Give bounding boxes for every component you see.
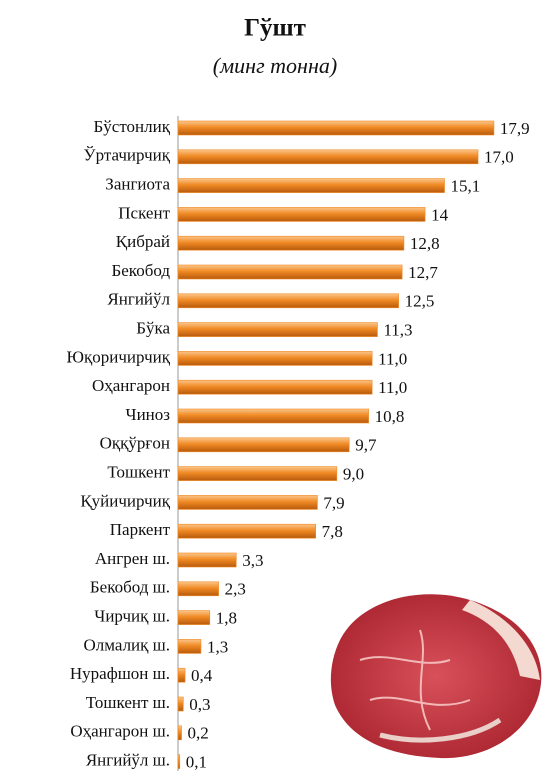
y-tick-label: Юқоричирчиқ <box>67 347 171 366</box>
y-tick-label: Янгийўл <box>107 290 170 309</box>
value-label: 11,0 <box>378 378 407 397</box>
value-label: 1,8 <box>216 609 237 628</box>
value-label: 0,3 <box>189 695 210 714</box>
bar <box>177 293 399 309</box>
bar <box>177 523 316 539</box>
y-tick-label: Тошкент <box>107 463 170 482</box>
y-tick-label: Оҳангарон <box>92 376 170 395</box>
bar <box>177 552 237 568</box>
y-tick-label: Қуйичирчиқ <box>80 491 170 510</box>
value-label: 12,8 <box>410 234 440 253</box>
y-tick-label: Чирчиқ ш. <box>94 607 170 626</box>
value-label: 7,8 <box>322 522 343 541</box>
value-label: 12,7 <box>408 263 438 282</box>
bar <box>177 581 219 597</box>
y-tick-label: Паркент <box>110 520 171 539</box>
bar <box>177 207 426 222</box>
bar <box>177 120 495 136</box>
y-tick-label: Бекобод ш. <box>90 578 170 597</box>
value-label: 17,9 <box>500 119 530 138</box>
y-tick-label: Ўртачирчиқ <box>84 146 171 165</box>
y-tick-label: Пскент <box>118 203 170 222</box>
y-tick-label: Олмалиқ ш. <box>83 635 170 654</box>
y-tick-label: Ангрен ш. <box>95 549 170 568</box>
value-label: 0,1 <box>186 753 207 771</box>
y-tick-label: Оҳангарон ш. <box>70 722 170 741</box>
value-label: 1,3 <box>207 637 228 656</box>
bar <box>177 495 318 510</box>
y-tick-label: Тошкент ш. <box>86 693 170 712</box>
bar <box>177 754 181 769</box>
y-tick-label: Бўстонлиқ <box>94 117 171 136</box>
value-label: 3,3 <box>242 551 263 570</box>
bar <box>177 264 403 280</box>
bar <box>177 408 369 424</box>
bar <box>177 696 184 712</box>
meat-illustration <box>330 594 542 759</box>
y-tick-label: Бўка <box>136 319 170 338</box>
bar <box>177 149 479 165</box>
value-label: 2,3 <box>225 580 246 599</box>
bar <box>177 725 182 741</box>
y-tick-label: Бекобод <box>111 261 170 280</box>
bar <box>177 322 378 337</box>
value-label: 7,9 <box>323 493 344 512</box>
bar <box>177 351 373 366</box>
value-label: 0,2 <box>188 724 209 743</box>
chart-subtitle: (минг тонна) <box>213 53 337 78</box>
y-tick-label: Оққўрғон <box>100 434 170 453</box>
y-tick-label: Зангиота <box>105 175 170 194</box>
bar <box>177 610 211 625</box>
y-tick-label: Қибрай <box>116 232 170 251</box>
bar <box>177 235 405 251</box>
value-label: 17,0 <box>484 148 514 167</box>
value-label: 14 <box>431 205 449 224</box>
bar <box>177 466 338 481</box>
value-label: 11,0 <box>378 349 407 368</box>
y-tick-label: Чиноз <box>126 405 171 424</box>
value-label: 10,8 <box>375 407 405 426</box>
chart-title: Гўшт <box>244 15 306 42</box>
bar <box>177 437 350 453</box>
value-label: 9,7 <box>355 436 377 455</box>
y-tick-label: Нурафшон ш. <box>70 664 170 683</box>
y-tick-label: Янгийўл ш. <box>86 751 170 770</box>
value-label: 0,4 <box>191 666 213 685</box>
value-label: 12,5 <box>405 292 435 311</box>
value-label: 15,1 <box>451 177 481 196</box>
bar <box>177 178 445 193</box>
bar <box>177 667 186 683</box>
bar <box>177 379 373 395</box>
value-label: 9,0 <box>343 465 364 484</box>
bar <box>177 639 202 654</box>
value-label: 11,3 <box>383 321 412 340</box>
